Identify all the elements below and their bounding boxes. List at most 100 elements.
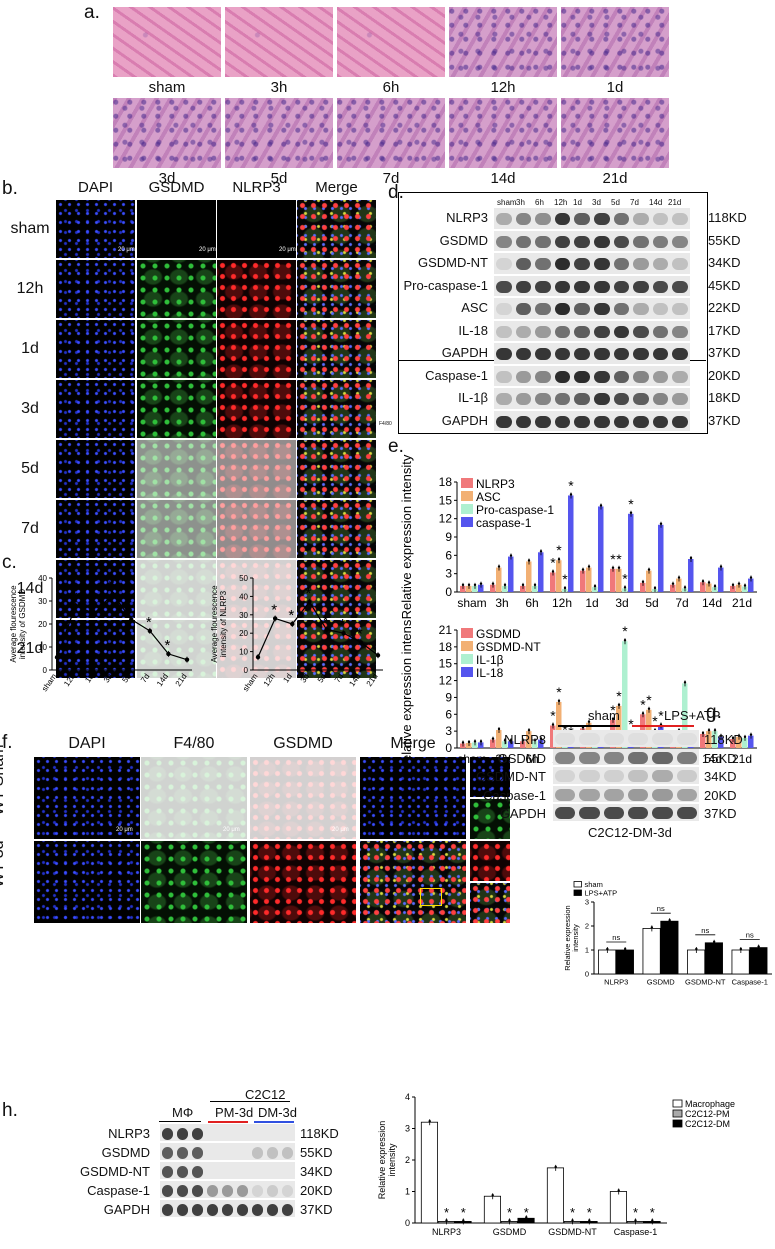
- blot-band: [574, 235, 590, 248]
- y-tick-label: 3: [445, 567, 452, 581]
- blot-band: [652, 415, 669, 428]
- fluorescence-image: [217, 500, 296, 558]
- molecular-weight-label: 34KD: [704, 769, 737, 784]
- blot-band: [628, 788, 649, 801]
- he-image-tile: [337, 98, 445, 168]
- blot-band: [594, 415, 610, 428]
- legend-entry: IL-1β: [476, 653, 504, 667]
- fluorescence-image: [56, 500, 135, 558]
- blot-band: [515, 370, 532, 383]
- row-label: 14d: [16, 580, 44, 597]
- blot-band: [177, 1203, 188, 1216]
- blot-band: [613, 303, 630, 316]
- y-tick-label: 10: [239, 648, 248, 657]
- data-dot: [611, 566, 615, 569]
- column-header: GSDMD: [273, 735, 333, 752]
- blot-band: [594, 325, 610, 338]
- lane-label: 14d: [649, 198, 663, 207]
- fluorescence-image: [56, 260, 135, 318]
- blot-band: [633, 325, 649, 338]
- legend-swatch: [461, 667, 473, 677]
- panel-e-label: e.: [388, 436, 404, 457]
- data-dot: [707, 581, 711, 584]
- legend-entry: NLRP3: [476, 477, 515, 491]
- data-dot: [647, 707, 651, 710]
- y-tick-label: 0: [445, 585, 452, 599]
- significance-star: *: [357, 625, 363, 642]
- blot-band: [535, 348, 551, 361]
- significance-star: *: [550, 708, 556, 724]
- blot-band: [554, 235, 571, 248]
- x-tick-label: GSDMD: [647, 978, 676, 987]
- bar: [532, 741, 538, 748]
- significance-ns: ns: [657, 904, 665, 913]
- data-dot: [731, 736, 735, 740]
- y-tick-label: 0: [244, 666, 249, 675]
- data-dot: [606, 947, 609, 951]
- blot-band: [177, 1165, 188, 1178]
- he-image-tile: [561, 98, 669, 168]
- data-dot: [737, 734, 741, 737]
- protein-label: NLRP3: [446, 210, 488, 225]
- blot-band: [554, 370, 571, 383]
- data-dot: [653, 586, 657, 590]
- blot-band: [515, 213, 532, 226]
- blot-band: [192, 1184, 203, 1197]
- x-tick-label: 3d: [102, 672, 114, 684]
- y-tick-label: 9: [445, 530, 452, 544]
- blot-band: [267, 1203, 278, 1216]
- x-tick-label: 14d: [155, 672, 170, 688]
- data-dot: [749, 733, 753, 736]
- blot-band: [282, 1146, 293, 1159]
- blot-row: [494, 208, 690, 229]
- data-dot: [525, 1216, 528, 1219]
- y-tick-label: 20: [38, 620, 47, 629]
- blot-band: [555, 733, 576, 746]
- blot-band: [672, 325, 688, 338]
- legend-swatch: [672, 1099, 683, 1108]
- data-dot: [599, 504, 603, 507]
- legend-entry: C2C12-DM: [685, 1119, 730, 1129]
- blot-band: [162, 1184, 173, 1197]
- significance-star: *: [646, 692, 652, 708]
- data-dot: [467, 740, 471, 744]
- blot-band: [177, 1184, 188, 1197]
- group-label-dm: DM-3d: [258, 1105, 298, 1120]
- y-axis-label: Relative expression: [377, 1121, 387, 1200]
- data-dot: [503, 583, 507, 587]
- data-dot: [533, 739, 537, 742]
- blot-band: [574, 303, 590, 316]
- data-dot: [701, 731, 705, 735]
- fluorescence-image: [360, 841, 466, 923]
- he-image-tile: [225, 98, 333, 168]
- lane-label: 3d: [592, 198, 601, 207]
- blot-band: [555, 807, 576, 820]
- fluorescence-image: [34, 841, 140, 923]
- blot-band: [554, 303, 571, 316]
- y-tick-label: 6: [445, 707, 452, 721]
- blot-band: [535, 235, 551, 248]
- blot-band: [633, 235, 649, 248]
- protein-label: Pro-caspase-1: [403, 277, 488, 293]
- zoom-box: [420, 888, 442, 906]
- column-header: GSDMD: [148, 179, 205, 196]
- protein-label: NLRP3: [108, 1126, 150, 1141]
- bar: [704, 942, 723, 975]
- legend-entry: C2C12-PM: [685, 1109, 730, 1119]
- data-dot: [462, 1219, 465, 1222]
- legend-swatch: [461, 628, 473, 638]
- blot-band: [603, 807, 624, 820]
- data-dot: [677, 576, 681, 579]
- blot-band: [192, 1146, 203, 1159]
- bar: [700, 582, 706, 592]
- significance-star: *: [524, 1205, 529, 1220]
- zoom-inset: [470, 757, 510, 797]
- bar: [496, 567, 502, 592]
- y-tick-label: 50: [239, 574, 248, 583]
- blot-band: [652, 807, 673, 820]
- bar: [640, 582, 646, 592]
- lane-label: 6h: [535, 198, 544, 207]
- data-dot: [571, 1219, 574, 1222]
- protein-label: GAPDH: [441, 345, 488, 360]
- data-dot: [659, 522, 663, 525]
